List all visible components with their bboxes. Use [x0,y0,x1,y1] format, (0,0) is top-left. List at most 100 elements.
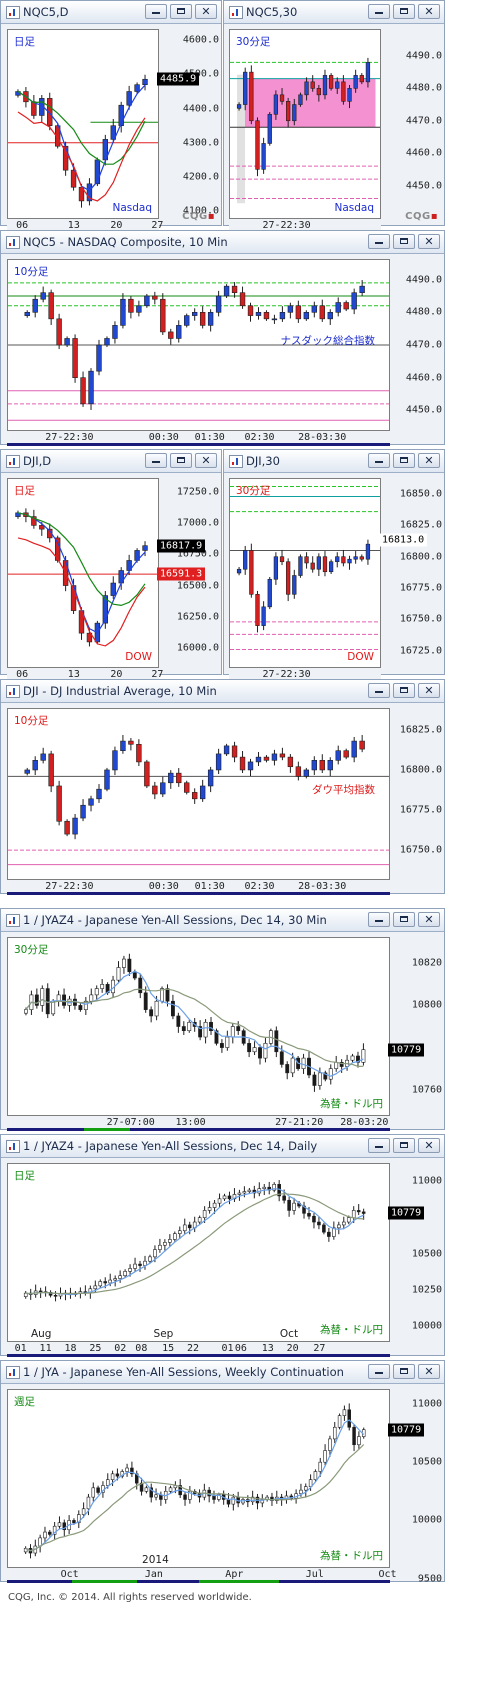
title-bar[interactable]: 1 / JYAZ4 - Japanese Yen-All Sessions, D… [1,909,444,932]
title-bar[interactable]: DJI - DJ Industrial Average, 10 Min ✕ [1,680,444,703]
maximize-button[interactable] [393,1138,415,1153]
candle-body [120,298,126,326]
cqg-logo-mark: ▪ [430,211,438,222]
title-bar[interactable]: NQC5 - NASDAQ Composite, 10 Min ✕ [1,231,444,254]
plot-area[interactable]: 日足 為替・ドル円 Aug Sep Oct [7,1163,390,1342]
title-bar[interactable]: 1 / JYAZ4 - Japanese Yen-All Sessions, D… [1,1135,444,1158]
candle-body [168,331,174,339]
candle-body [226,1499,231,1505]
candle-body [138,977,143,994]
time-scroll-strip[interactable] [7,1354,390,1357]
maximize-button[interactable] [170,453,192,468]
chart-app-icon [6,455,20,468]
title-bar[interactable]: 1 / JYA - Japanese Yen-All Sessions, Wee… [1,1361,444,1384]
title-bar[interactable]: NQC5,30 ✕ [224,1,444,24]
minimize-button[interactable] [145,453,167,468]
minimize-button[interactable] [368,912,390,927]
chart-window-nqc5-30[interactable]: NQC5,30 ✕ 30分足 Nasdaq 4490.0 4480.0 4470.0 4460… [223,0,445,234]
candle-body [356,1055,360,1063]
candle-body [72,817,78,835]
plot-area[interactable]: 10分足 ナスダック総合指数 [7,259,390,431]
candle-body [149,1487,153,1498]
close-button[interactable]: ✕ [195,453,217,468]
plot-area[interactable]: 30分足 DOW [229,478,381,668]
close-button[interactable]: ✕ [418,453,440,468]
close-button[interactable]: ✕ [418,234,440,249]
chart-symbol-label: 為替・ドル円 [320,1098,383,1110]
candle-body [39,525,45,530]
maximize-button[interactable] [393,453,415,468]
plot-area[interactable]: 日足 DOW [7,478,159,668]
y-tick-label: 10760 [411,1084,442,1096]
candle-body [214,1030,219,1044]
minimize-button[interactable] [145,4,167,19]
plot-area[interactable]: 日足 Nasdaq [7,29,159,219]
chart-window-jy-daily[interactable]: 1 / JYAZ4 - Japanese Yen-All Sessions, D… [0,1134,445,1357]
candle-body [104,338,110,346]
chart-window-nqc5-10[interactable]: NQC5 - NASDAQ Composite, 10 Min ✕ 10分足 ナスダッ… [0,230,445,446]
minimize-button[interactable] [368,453,390,468]
y-tick-label: 17000.0 [176,517,219,529]
chart-window-jy-30[interactable]: 1 / JYAZ4 - Japanese Yen-All Sessions, D… [0,908,445,1131]
x-tick-label: 22 [187,1343,200,1354]
plot-area[interactable]: 30分足 為替・ドル円 [7,937,390,1116]
candle-body [62,994,66,1006]
close-button[interactable]: ✕ [418,912,440,927]
candle-body [243,71,248,105]
time-scroll-strip[interactable] [7,1128,390,1131]
x-tick-label: 28-03:30 [298,881,347,892]
candle-body [328,561,334,573]
plot-area[interactable]: 週足 為替・ドル円 2014 [7,1389,390,1568]
maximize-button[interactable] [393,234,415,249]
x-tick-label: 20 [110,220,123,231]
x-tick-label: Jan [144,1569,163,1580]
minimize-button[interactable] [368,4,390,19]
year-label: 2014 [142,1554,169,1566]
maximize-button[interactable] [393,4,415,19]
plot-area[interactable]: 30分足 Nasdaq [229,29,381,219]
y-axis: 11000 10500 10000 9500 [390,1389,444,1584]
chart-window-dji-daily[interactable]: DJI,D ✕ 日足 DOW 17250.0 17000.0 16750.0 16500.0 1… [0,449,222,683]
candle-body [334,1062,339,1069]
candle-body [176,1015,181,1027]
candle-body [359,75,364,83]
time-scroll-strip[interactable] [7,443,390,446]
maximize-button[interactable] [170,4,192,19]
candle-body [323,1072,328,1080]
close-button[interactable]: ✕ [418,1364,440,1379]
minimize-button[interactable] [368,683,390,698]
y-tick-label: 16725.0 [399,645,442,657]
time-scroll-strip[interactable] [7,892,390,895]
maximize-button[interactable] [393,912,415,927]
close-button[interactable]: ✕ [195,4,217,19]
plot-area[interactable]: 10分足 ダウ平均指数 [7,708,390,880]
chart-app-icon [6,1140,20,1153]
minimize-button[interactable] [368,1138,390,1153]
candle-body [319,760,325,771]
minimize-button[interactable] [368,234,390,249]
maximize-button[interactable] [393,1364,415,1379]
title-bar[interactable]: DJI,D ✕ [1,450,221,473]
chart-window-dji-10[interactable]: DJI - DJ Industrial Average, 10 Min ✕ 10分足… [0,679,445,895]
chart-window-dji-30[interactable]: DJI,30 ✕ 30分足 DOW 16850.0 16825.0 16800.0 16775… [223,449,445,683]
y-tick-label: 16000.0 [176,642,219,654]
title-bar[interactable]: DJI,30 ✕ [224,450,444,473]
close-button[interactable]: ✕ [418,683,440,698]
close-button[interactable]: ✕ [418,1138,440,1153]
minimize-button[interactable] [368,1364,390,1379]
session-marker [83,1128,130,1131]
chart-window-jy-weekly[interactable]: 1 / JYA - Japanese Yen-All Sessions, Wee… [0,1360,445,1584]
candle-body [359,285,365,293]
maximize-button[interactable] [393,683,415,698]
chart-window-nqc5-daily[interactable]: NQC5,D ✕ 日足 Nasdaq 4600.0 4500.0 4400.0 4300.0 4… [0,0,222,234]
candle-body [64,338,70,346]
chart-symbol-label: DOW [347,651,374,663]
x-tick-label: Oct [378,1569,397,1580]
title-bar[interactable]: NQC5,D ✕ [1,1,221,24]
candle-body [134,84,140,92]
candle-body [279,753,286,758]
candle-body [132,971,137,979]
close-button[interactable]: ✕ [418,4,440,19]
candle-body [86,183,93,202]
candle-body [187,1224,192,1229]
